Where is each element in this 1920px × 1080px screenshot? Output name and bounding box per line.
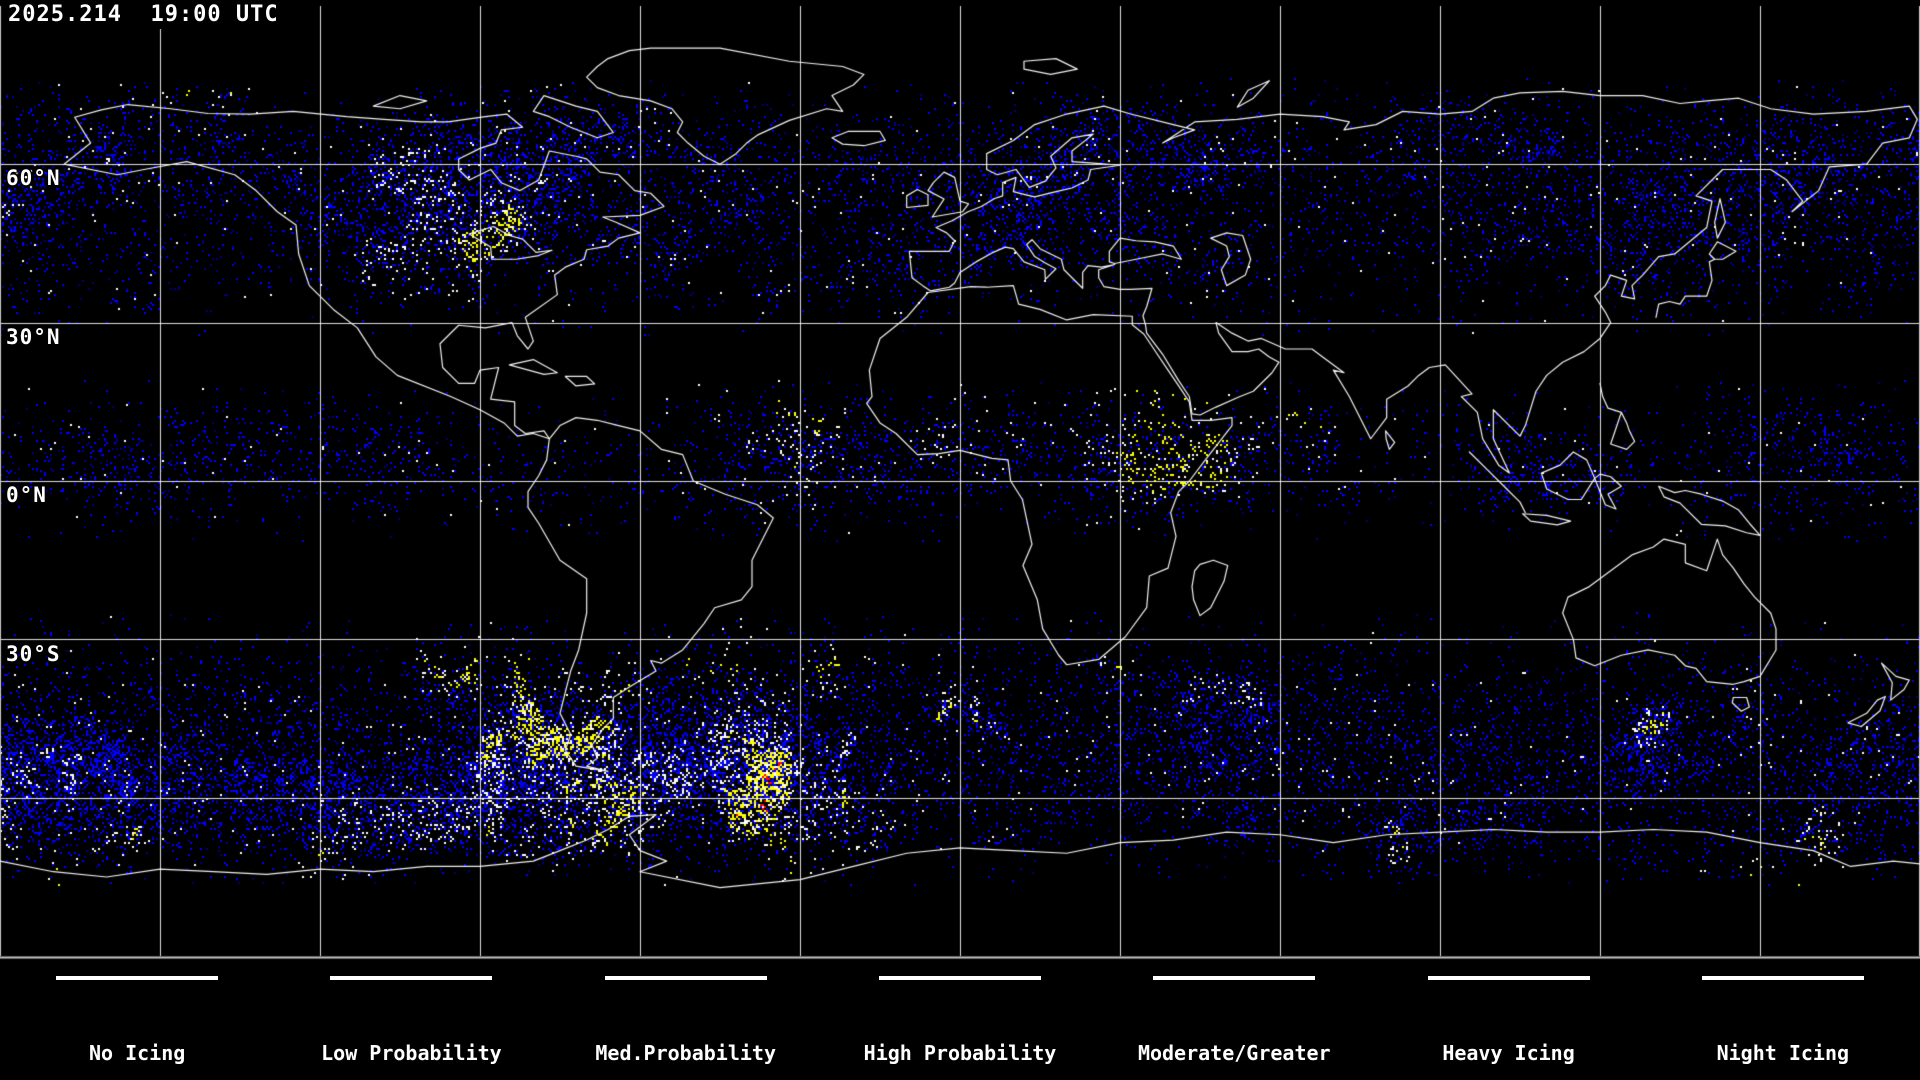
legend-item-no-icing: No Icing Retrieval [0, 976, 274, 1080]
legend-swatch-heavy-icing [1427, 976, 1590, 980]
legend-item-night-icing: Night Icing [1646, 976, 1920, 1080]
legend-label-line1: Night Icing [1716, 1041, 1850, 1065]
legend-label-line1: Med.Probability [595, 1041, 777, 1065]
legend-label-line1: High Probability [863, 1041, 1057, 1065]
legend-swatch-med-probability [604, 976, 767, 980]
icing-map-canvas [0, 0, 1920, 962]
lat-label-30n: 30°N [6, 325, 61, 349]
legend-swatch-moderate-greater [1153, 976, 1316, 980]
legend-label-line1: Low Probability [321, 1041, 502, 1065]
legend-item-med-probability: Med.Probability of Light Icing [549, 976, 823, 1080]
legend-bar: No Icing Retrieval Low Probability of Li… [0, 962, 1920, 1080]
legend-label-line1: Moderate/Greater [1137, 1041, 1331, 1065]
legend-swatch-night-icing [1701, 976, 1864, 980]
legend-swatch-no-icing [56, 976, 219, 980]
timestamp: 2025.214 19:00 UTC [8, 2, 285, 29]
legend-item-moderate-greater: Moderate/Greater Icing Likely [1097, 976, 1371, 1080]
lat-label-30s: 30°S [6, 642, 61, 666]
legend-item-high-probability: High Probability of Light Icing [823, 976, 1097, 1080]
legend-swatch-low-probability [330, 976, 493, 980]
legend-item-heavy-icing: Heavy Icing [1371, 976, 1645, 1080]
legend-label-line1: No Icing [88, 1041, 186, 1065]
legend-label-line1: Heavy Icing [1442, 1041, 1575, 1065]
icing-map-panel: 2025.214 19:00 UTC 60°N 30°N 0°N 30°S [0, 0, 1920, 962]
legend-item-low-probability: Low Probability of Light Icing [274, 976, 548, 1080]
lat-label-0n: 0°N [6, 483, 47, 507]
legend-swatch-high-probability [878, 976, 1041, 980]
lat-label-60n: 60°N [6, 166, 61, 190]
